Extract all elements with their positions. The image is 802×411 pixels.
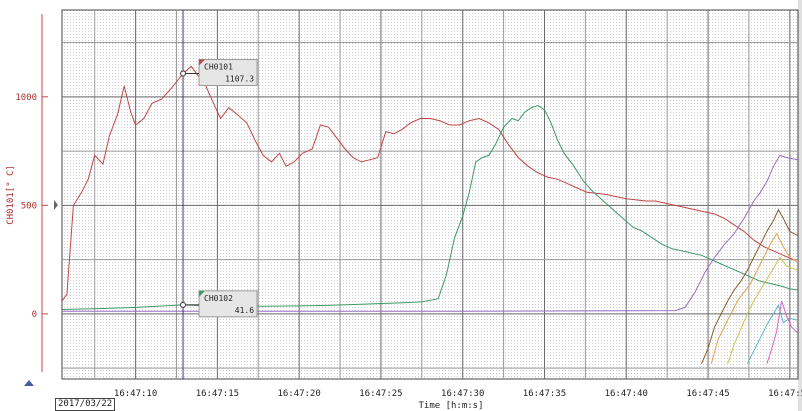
marker-box	[198, 59, 258, 87]
marker-value: 1107.3	[225, 75, 254, 84]
marker-point	[180, 70, 187, 77]
y-axis-strip	[0, 0, 58, 411]
marker-value: 41.6	[235, 306, 254, 315]
y-tick-label: 500	[21, 201, 37, 211]
series-line-orange	[710, 232, 798, 364]
series-line-ch0101	[62, 65, 798, 302]
marker-ch0101[interactable]: CH0101 1107.3	[180, 59, 258, 87]
date-label: 2017/03/22	[55, 398, 116, 411]
y-tick-label: 0	[32, 310, 37, 320]
series-line-purple	[62, 154, 798, 312]
y-ticks: 1000 500 0	[15, 93, 48, 320]
marker-name: CH0102	[204, 294, 233, 303]
x-tick-label: 16:47:45	[686, 389, 729, 399]
y-axis-handle-icon[interactable]	[54, 200, 58, 210]
x-tick-label: 16:47:35	[523, 389, 566, 399]
series-line-cyan	[746, 303, 798, 365]
x-axis-label: Time [h:m:s]	[418, 401, 483, 411]
x-ticks: 16:47:10 16:47:15 16:47:20 16:47:25 16:47:30…	[114, 389, 802, 399]
y-tick-label: 1000	[15, 93, 37, 103]
marker-point	[180, 301, 187, 308]
marker-flag-icon	[199, 59, 206, 66]
series-line-brown	[701, 208, 798, 364]
x-tick-label: 16:47:30	[441, 389, 484, 399]
plot-area[interactable]	[61, 9, 799, 380]
scroll-arrow-icon[interactable]	[24, 380, 34, 386]
marker-name: CH0101	[204, 63, 233, 72]
series-line-magenta	[766, 300, 798, 364]
marker-box	[198, 290, 258, 318]
x-tick-label: 16:47:15	[196, 389, 239, 399]
x-tick-label: 16:47:25	[359, 389, 402, 399]
right-border-bar	[798, 0, 802, 411]
series-line-yellow	[727, 256, 798, 364]
grid-lines	[62, 10, 798, 379]
x-tick-label: 16:47:50	[768, 389, 802, 399]
x-tick-label: 16:47:20	[277, 389, 320, 399]
x-tick-label: 16:47:40	[605, 389, 648, 399]
marker-flag-icon	[199, 290, 206, 297]
x-tick-label: 16:47:10	[114, 389, 157, 399]
series-lines	[62, 65, 798, 365]
y-axis-label: CH0101[° C]	[6, 165, 16, 225]
